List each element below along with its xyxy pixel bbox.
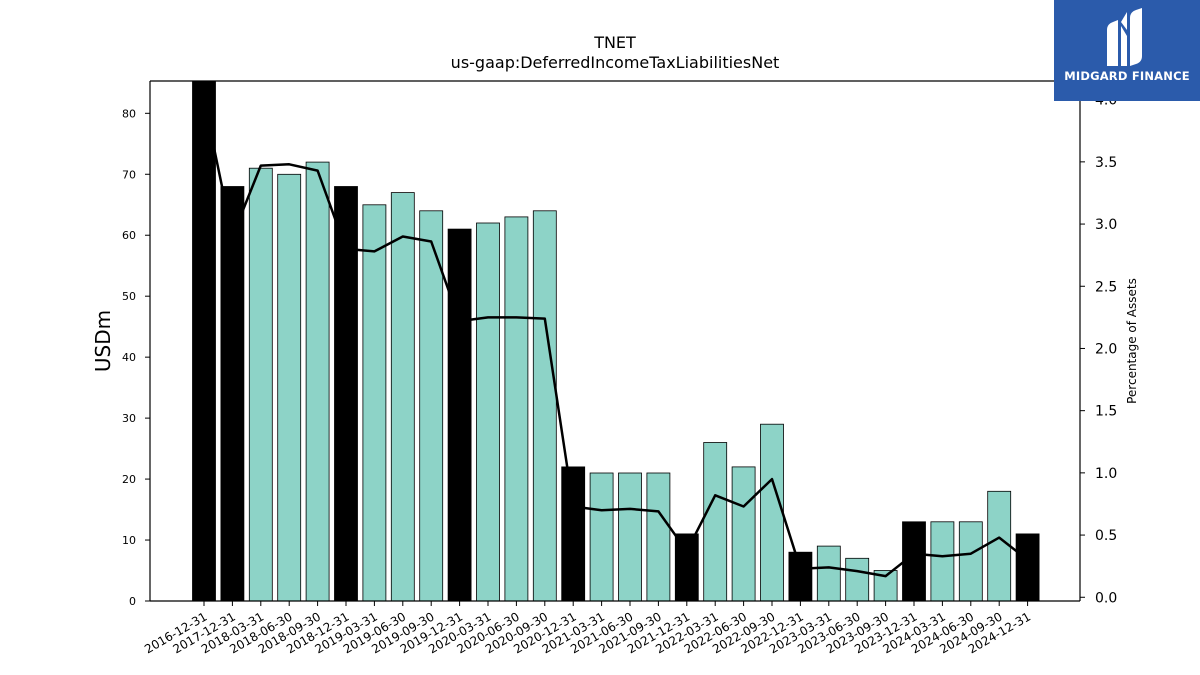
brand-name: MIDGARD FINANCE bbox=[1064, 69, 1190, 83]
bar-2018-03-31 bbox=[248, 167, 273, 602]
y-tick-label: 70 bbox=[122, 168, 136, 181]
bar-2021-09-30 bbox=[646, 472, 671, 602]
bar-2023-06-30 bbox=[845, 557, 870, 602]
y-tick-label: 0 bbox=[129, 595, 136, 608]
y2-tick-label: 0.5 bbox=[1095, 528, 1117, 544]
bar-2019-03-31 bbox=[362, 204, 387, 602]
y2-tick-label: 3.0 bbox=[1095, 217, 1117, 233]
y2-tick-label: 2.5 bbox=[1095, 279, 1117, 295]
y-axis-label: USDm bbox=[91, 310, 115, 372]
y-tick-label: 30 bbox=[122, 412, 136, 425]
midgard-logo-icon bbox=[1107, 8, 1142, 66]
chart-subtitle: us-gaap:DeferredIncomeTaxLiabilitiesNet bbox=[450, 53, 780, 72]
bar-2019-09-30 bbox=[419, 210, 444, 602]
bar-series bbox=[192, 80, 1040, 602]
bar-2020-09-30 bbox=[532, 210, 557, 602]
bar-2022-12-31 bbox=[788, 551, 813, 602]
bar-2020-03-31 bbox=[476, 222, 500, 602]
bar-2021-12-31 bbox=[674, 533, 699, 602]
bar-2019-06-30 bbox=[390, 192, 415, 602]
y-tick-label: 20 bbox=[122, 473, 136, 486]
y-tick-label: 50 bbox=[122, 290, 136, 303]
y2-axis-label: Percentage of Assets bbox=[1125, 278, 1139, 404]
brand-logo: MIDGARD FINANCE bbox=[1054, 0, 1200, 101]
percentage-line bbox=[202, 99, 1029, 578]
y2-tick-label: 0.0 bbox=[1095, 590, 1117, 606]
bar-2020-06-30 bbox=[504, 216, 529, 602]
bar-2022-06-30 bbox=[731, 466, 756, 602]
bar-2024-06-30 bbox=[958, 521, 983, 602]
y2-tick-label: 1.5 bbox=[1095, 404, 1117, 420]
y2-tick-label: 2.0 bbox=[1095, 341, 1117, 357]
bar-2016-12-31 bbox=[192, 80, 216, 602]
bar-2022-03-31 bbox=[703, 442, 728, 602]
bar-2024-03-31 bbox=[930, 521, 955, 602]
bar-2018-06-30 bbox=[277, 173, 302, 602]
bar-2018-09-30 bbox=[305, 161, 330, 602]
bar-2017-12-31 bbox=[220, 186, 245, 602]
bar-2022-09-30 bbox=[760, 423, 784, 602]
y-tick-label: 10 bbox=[122, 534, 136, 547]
bar-2021-06-30 bbox=[618, 472, 642, 602]
y2-tick-label: 1.0 bbox=[1095, 466, 1117, 482]
y2-tick-label: 3.5 bbox=[1095, 155, 1117, 171]
y-tick-label: 40 bbox=[122, 351, 136, 364]
chart-title: TNET bbox=[594, 33, 636, 52]
bar-2023-03-31 bbox=[816, 545, 841, 602]
y-tick-label: 80 bbox=[122, 107, 136, 120]
bar-2019-12-31 bbox=[447, 228, 472, 602]
bar-2020-12-31 bbox=[561, 466, 586, 602]
y-tick-label: 60 bbox=[122, 229, 136, 242]
axes: 0 10 20 30 40 50 60 70 80 0.0 0.5 1.0 1.5 2.0 2.5 3.0 3.… bbox=[122, 80, 1117, 656]
bar-2021-03-31 bbox=[589, 472, 614, 602]
bar-2024-09-30 bbox=[987, 490, 1012, 602]
bar-2024-12-31 bbox=[1015, 533, 1040, 602]
